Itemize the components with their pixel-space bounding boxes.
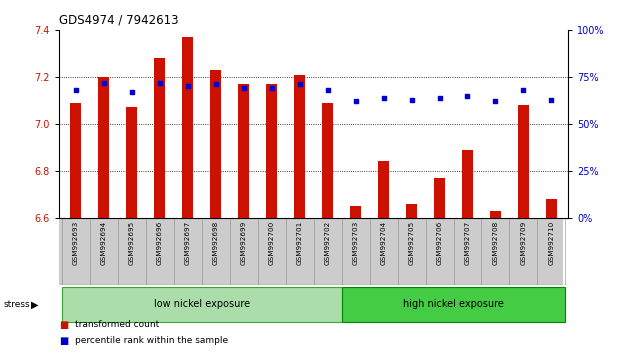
Point [127,89,137,95]
Point [266,85,276,91]
Bar [154,58,165,218]
Point [463,93,473,99]
Point [519,87,528,93]
Point [71,87,81,93]
Text: low nickel exposure: low nickel exposure [153,299,250,309]
Bar [70,103,81,218]
Text: stress: stress [3,300,30,309]
Point [407,97,417,102]
Bar [546,199,557,218]
Bar [518,105,529,218]
Point [379,95,389,101]
Text: ▶: ▶ [31,299,39,309]
Bar [210,70,221,218]
Text: GSM992703: GSM992703 [353,221,358,266]
Point [435,95,445,101]
Text: GSM992710: GSM992710 [548,221,555,266]
Text: transformed count: transformed count [75,320,159,329]
Point [238,85,248,91]
Text: GSM992705: GSM992705 [409,221,415,266]
Point [323,87,333,93]
Bar [342,287,565,322]
Bar [126,108,137,218]
Bar [266,84,277,218]
Text: GSM992695: GSM992695 [129,221,135,266]
Bar [238,84,249,218]
Text: high nickel exposure: high nickel exposure [403,299,504,309]
Text: GSM992704: GSM992704 [381,221,386,266]
Bar [98,77,109,218]
Text: GSM992694: GSM992694 [101,221,107,266]
Point [99,80,109,85]
Text: GSM992708: GSM992708 [492,221,499,266]
Bar [350,206,361,218]
Text: GSM992702: GSM992702 [325,221,330,266]
Text: ■: ■ [59,336,68,346]
Bar [294,75,305,218]
Text: percentile rank within the sample: percentile rank within the sample [75,336,228,345]
Text: GSM992707: GSM992707 [465,221,471,266]
Point [155,80,165,85]
Point [546,97,556,102]
Text: GSM992699: GSM992699 [241,221,247,266]
Text: GSM992701: GSM992701 [297,221,302,266]
Text: GSM992706: GSM992706 [437,221,443,266]
Text: GSM992698: GSM992698 [212,221,219,266]
Text: GDS4974 / 7942613: GDS4974 / 7942613 [59,13,178,27]
Bar [62,287,342,322]
Bar [406,204,417,218]
Text: GSM992697: GSM992697 [184,221,191,266]
Point [351,98,361,104]
Bar [462,150,473,218]
Point [491,98,501,104]
Text: GSM992696: GSM992696 [156,221,163,266]
Text: GSM992693: GSM992693 [73,221,79,266]
Bar [434,178,445,218]
Bar [378,161,389,218]
Bar [322,103,333,218]
Text: GSM992700: GSM992700 [269,221,274,266]
Point [211,82,220,87]
Point [294,82,304,87]
Text: ■: ■ [59,320,68,330]
Text: GSM992709: GSM992709 [520,221,527,266]
Point [183,84,193,89]
Bar [182,37,193,218]
Bar [490,211,501,218]
